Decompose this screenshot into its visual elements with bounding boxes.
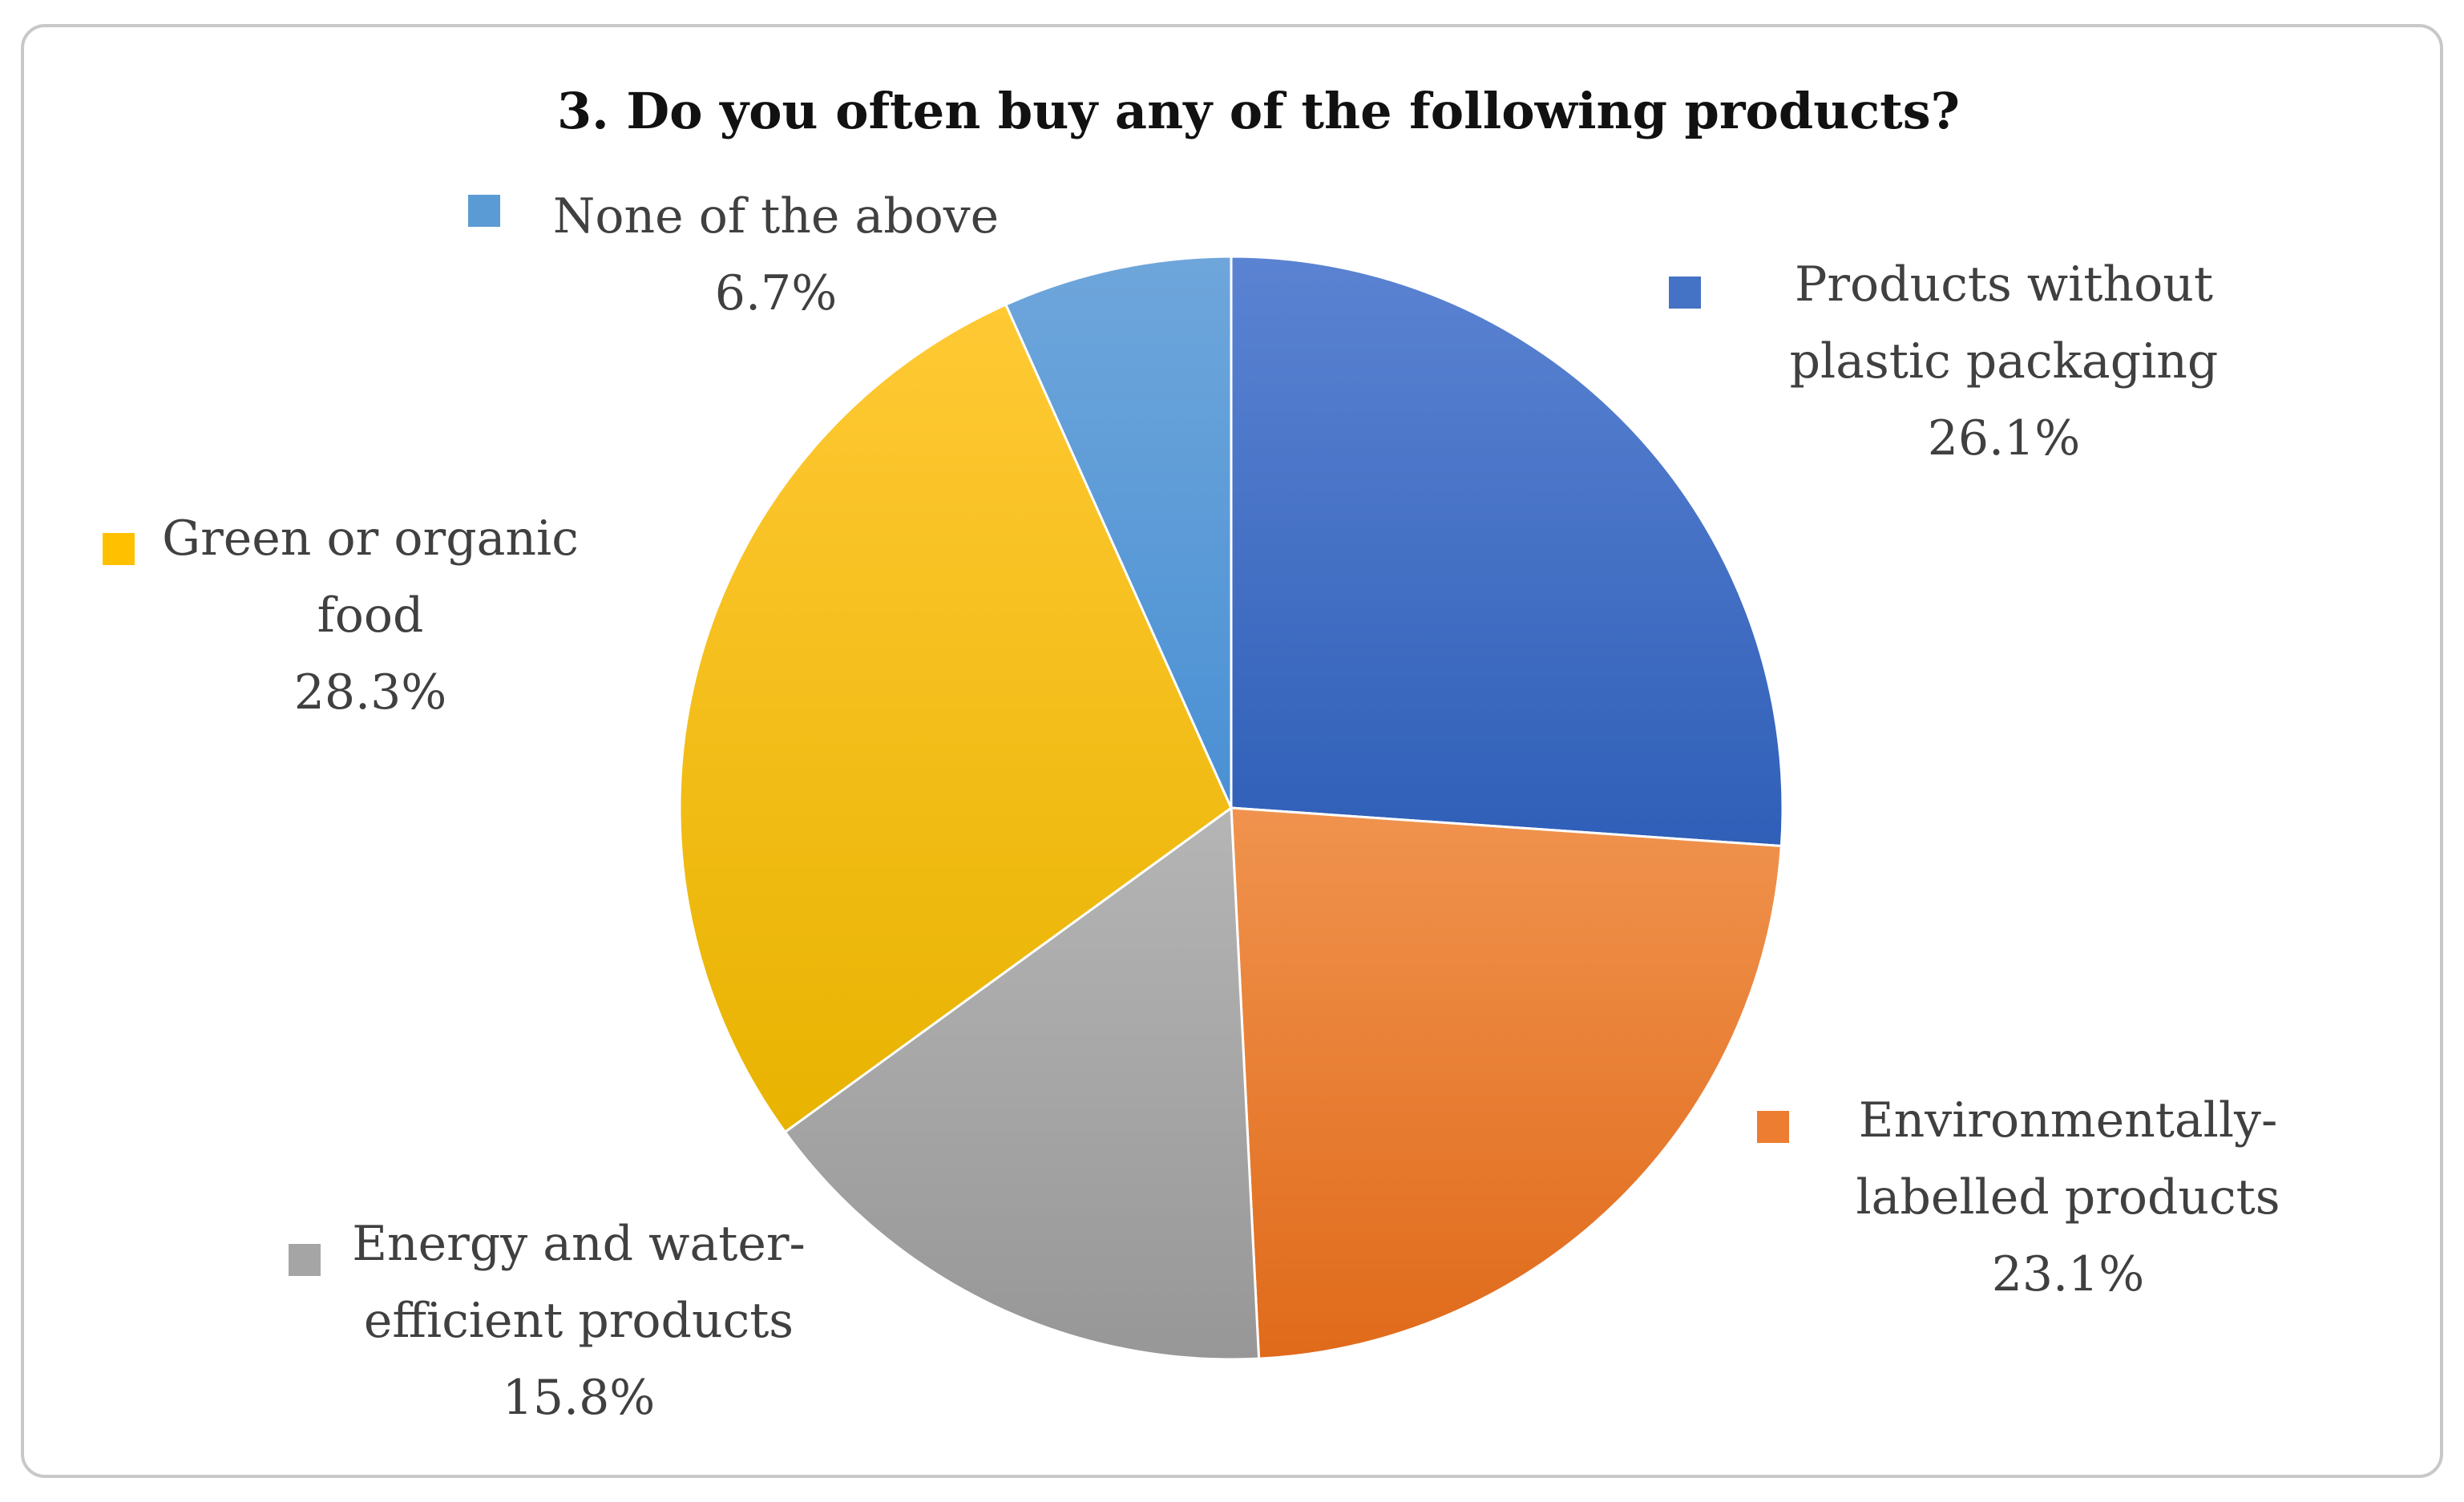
slice-data-label: Green or organic food 28.3% <box>162 511 579 721</box>
chart-title: 3. Do you often buy any of the following… <box>557 82 1960 140</box>
slice-data-label: None of the above 6.7% <box>553 188 999 321</box>
pie-data-labels: Products without plastic packaging 26.1% En… <box>103 188 2280 1426</box>
pie-slice <box>678 303 1233 1134</box>
legend-marker <box>468 195 500 227</box>
legend-marker <box>1669 277 1701 309</box>
slice-data-label: Environmentally-labelled products 23.1% <box>1856 1092 2280 1302</box>
pie-slice <box>1230 255 1784 848</box>
pie-slice <box>1230 806 1783 1360</box>
pie-slice <box>1004 255 1233 809</box>
legend-marker <box>1757 1111 1789 1143</box>
pie-slice <box>783 806 1261 1361</box>
pie-slices <box>678 255 1784 1361</box>
legend-marker <box>103 533 135 565</box>
legend-marker <box>289 1244 321 1276</box>
slice-data-label: Products without plastic packaging 26.1% <box>1790 256 2219 466</box>
slice-data-label: Energy and water-efficient products 15.8% <box>352 1216 806 1426</box>
